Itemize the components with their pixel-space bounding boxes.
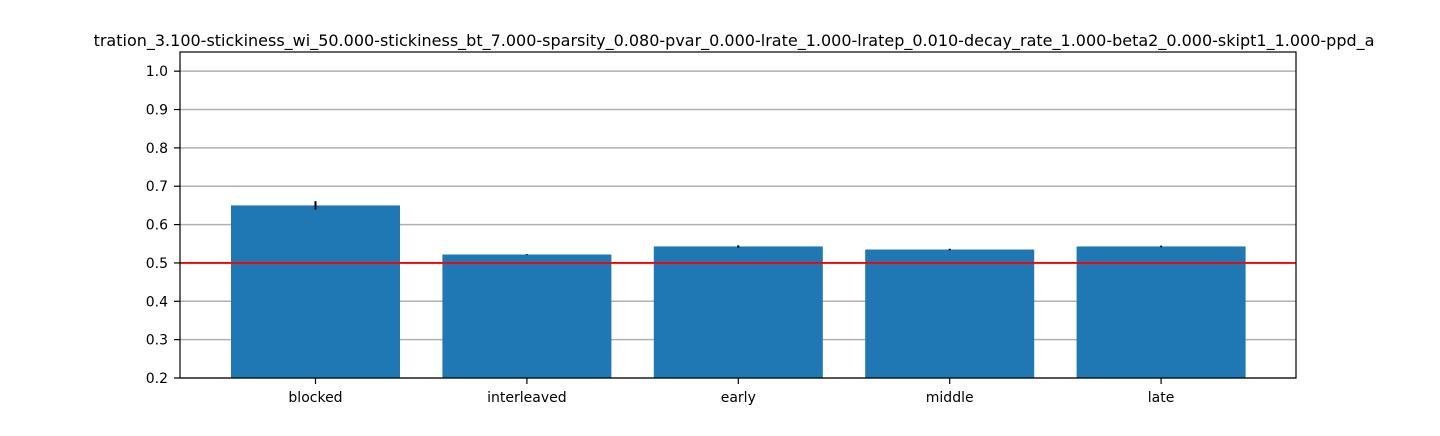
y-tick-label: 0.9 (146, 103, 168, 119)
y-tick-label: 0.7 (146, 179, 168, 195)
bar-middle (865, 249, 1035, 378)
x-tick-label-late: late (1148, 390, 1175, 406)
chart-title: tration_3.100-stickiness_wi_50.000-stick… (94, 31, 1375, 51)
y-tick-label: 0.3 (146, 333, 168, 349)
y-axis-ticks: 0.2 0.3 0.4 0.5 0.6 0.7 0.8 0.9 1.0 (146, 64, 180, 387)
y-tick-label: 0.8 (146, 141, 168, 157)
error-bars (314, 201, 1163, 255)
bar-late (1076, 246, 1246, 378)
x-tick-label-interleaved: interleaved (487, 390, 567, 406)
x-tick-label-blocked: blocked (288, 390, 342, 406)
x-axis-ticks: blocked interleaved early middle late (288, 378, 1174, 406)
bar-interleaved (442, 254, 612, 378)
bars (231, 205, 1246, 378)
bar-blocked (231, 205, 400, 378)
x-tick-label-early: early (721, 390, 756, 406)
y-tick-label: 0.4 (146, 294, 168, 310)
y-tick-label: 0.5 (146, 256, 168, 272)
y-tick-label: 0.6 (146, 218, 168, 234)
x-tick-label-middle: middle (926, 390, 974, 406)
y-tick-label: 0.2 (146, 371, 168, 387)
bar-early (653, 246, 823, 378)
y-tick-label: 1.0 (146, 64, 168, 80)
